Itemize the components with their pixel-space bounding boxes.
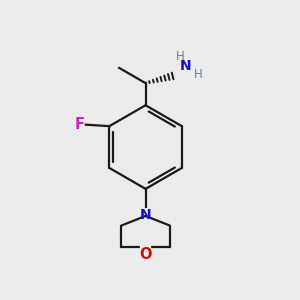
Text: H: H bbox=[176, 50, 184, 62]
Text: O: O bbox=[139, 247, 152, 262]
Text: H: H bbox=[194, 68, 202, 81]
Text: F: F bbox=[74, 117, 84, 132]
Text: N: N bbox=[180, 59, 192, 74]
Text: N: N bbox=[140, 208, 152, 222]
